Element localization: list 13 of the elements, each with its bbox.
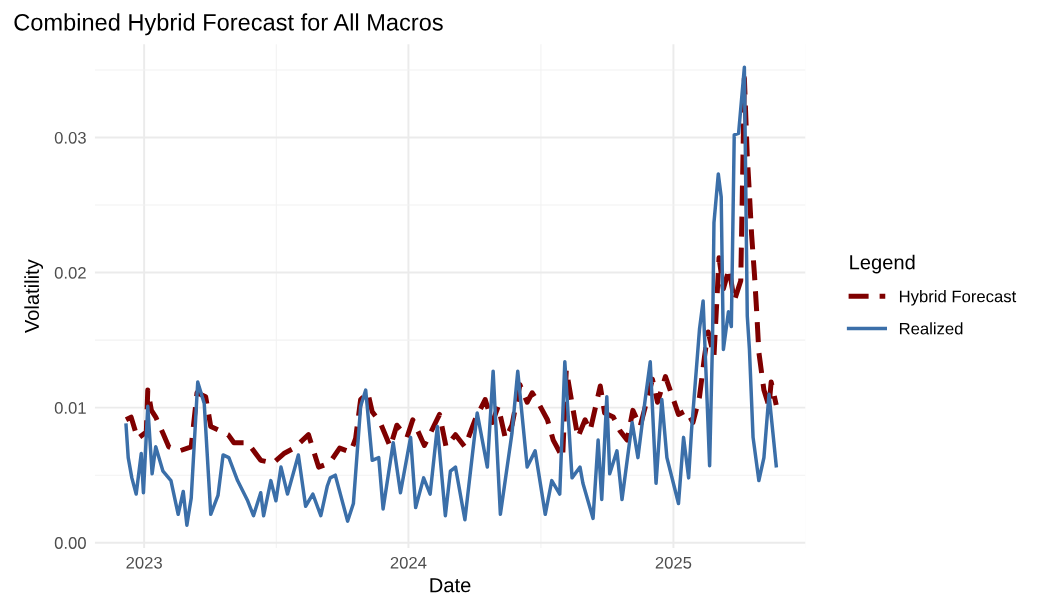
legend-label: Hybrid Forecast: [899, 290, 1017, 306]
x-tick-label: 2024: [390, 556, 427, 569]
y-tick-label: 0.00: [54, 537, 86, 549]
chart-title: Combined Hybrid Forecast for All Macros: [14, 13, 443, 36]
y-tick-label: 0.01: [54, 402, 86, 414]
x-tick-label: 2023: [126, 556, 162, 569]
y-tick-label: 0.03: [54, 131, 86, 144]
y-axis-title: Volatility: [24, 259, 44, 334]
legend-label: Realized: [899, 322, 963, 335]
legend-title: Legend: [850, 254, 915, 274]
y-tick-label: 0.02: [54, 266, 86, 279]
x-axis-title: Date: [430, 578, 471, 593]
x-tick-label: 2025: [655, 556, 692, 569]
